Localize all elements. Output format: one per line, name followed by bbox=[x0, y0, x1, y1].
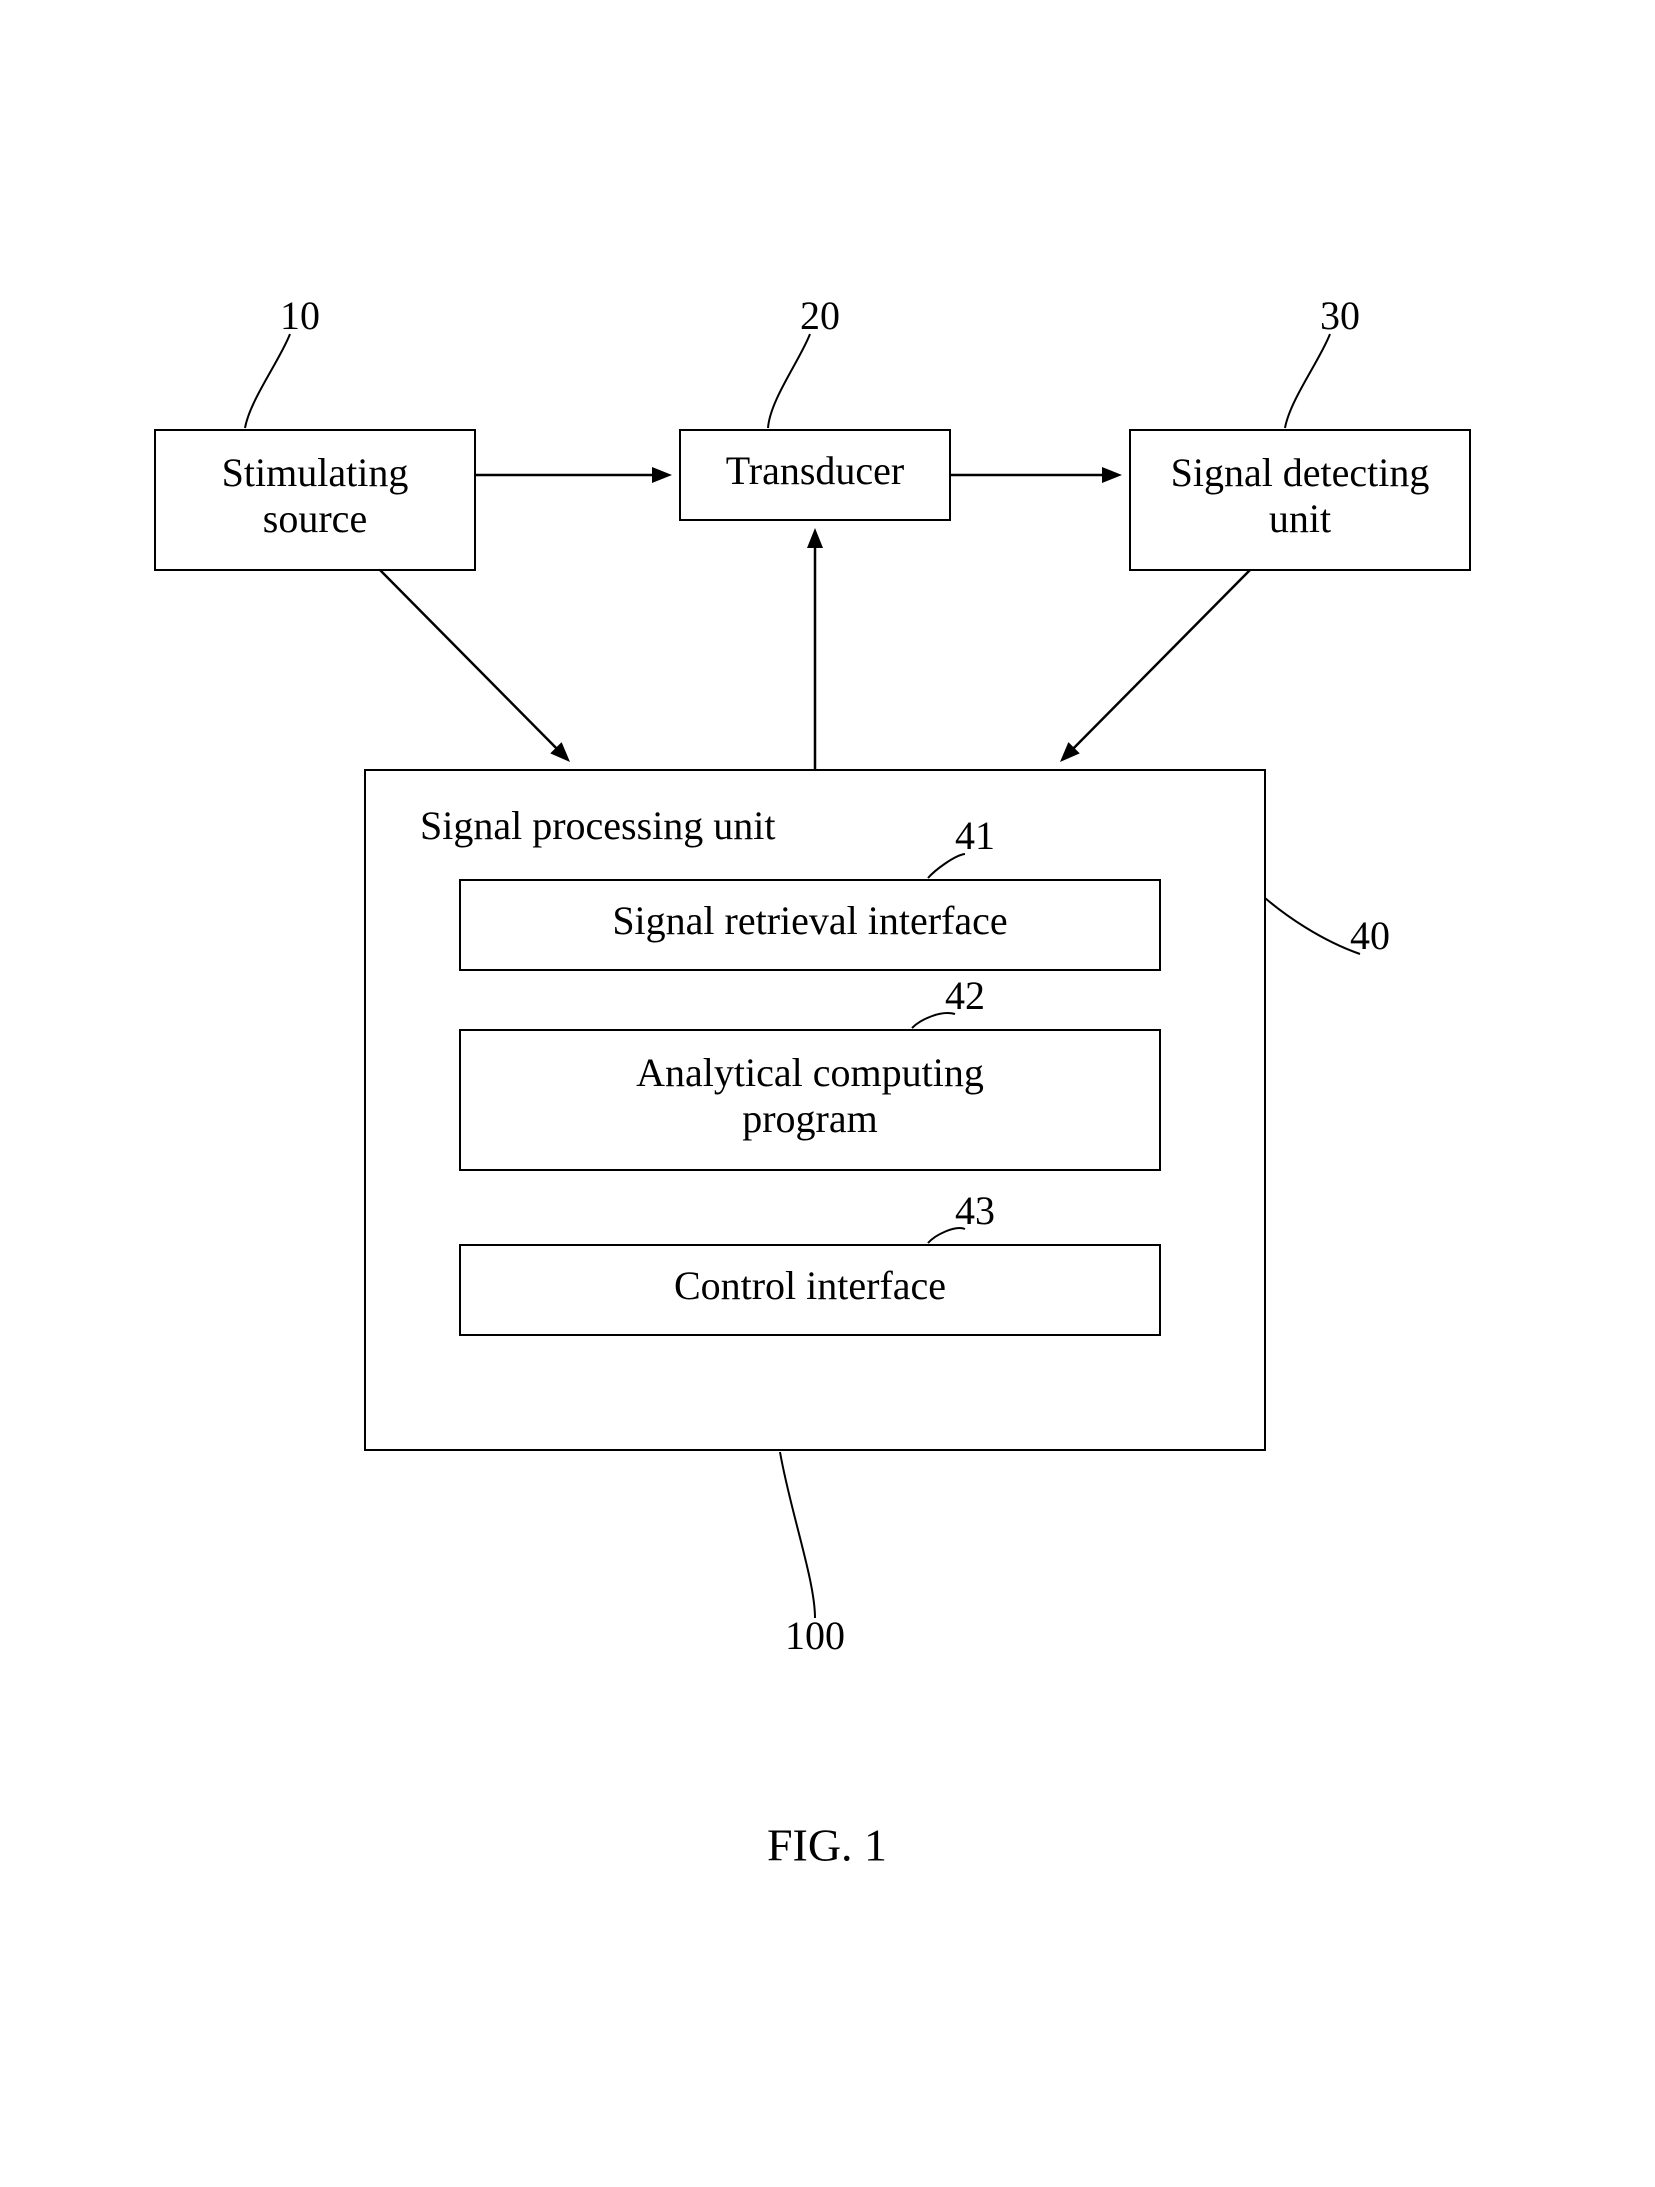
ref-number: 100 bbox=[785, 1613, 845, 1658]
arrowhead bbox=[807, 528, 823, 548]
leader-line bbox=[245, 334, 290, 428]
box-label: unit bbox=[1269, 496, 1331, 541]
leader-line bbox=[768, 334, 810, 428]
box-label: Stimulating bbox=[222, 450, 409, 495]
ref-number: 10 bbox=[280, 293, 320, 338]
box-label: Signal detecting bbox=[1171, 450, 1430, 495]
box-label: program bbox=[742, 1096, 878, 1141]
connector bbox=[380, 570, 563, 755]
box-label: Control interface bbox=[674, 1263, 946, 1308]
leader-line bbox=[1285, 334, 1330, 428]
box-label: Analytical computing bbox=[636, 1050, 984, 1095]
ref-number: 20 bbox=[800, 293, 840, 338]
ref-number: 43 bbox=[955, 1188, 995, 1233]
box-label: source bbox=[263, 496, 367, 541]
arrowhead bbox=[1102, 467, 1122, 483]
ref-number: 41 bbox=[955, 813, 995, 858]
connector bbox=[1067, 570, 1250, 755]
figure-label: FIG. 1 bbox=[767, 1820, 887, 1871]
box-label: Signal retrieval interface bbox=[612, 898, 1007, 943]
arrowhead bbox=[652, 467, 672, 483]
signal-processing-title: Signal processing unit bbox=[420, 803, 776, 848]
leader-line bbox=[780, 1452, 815, 1618]
leader-line bbox=[1265, 898, 1360, 954]
ref-number: 42 bbox=[945, 973, 985, 1018]
box-label: Transducer bbox=[726, 448, 905, 493]
ref-number: 40 bbox=[1350, 913, 1390, 958]
ref-number: 30 bbox=[1320, 293, 1360, 338]
